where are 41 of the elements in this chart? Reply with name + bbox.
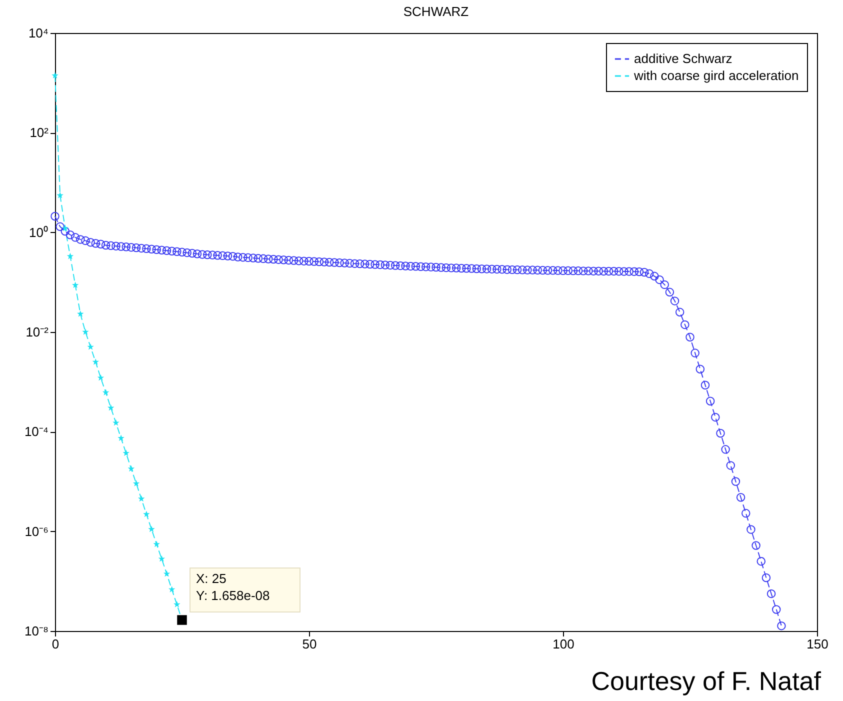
point [52, 72, 58, 78]
point [128, 465, 135, 472]
chart-title: SCHWARZ [403, 4, 469, 19]
point [158, 555, 166, 562]
point [138, 495, 145, 502]
point [112, 419, 120, 426]
point [92, 358, 99, 365]
point [102, 388, 110, 396]
point [148, 526, 155, 532]
point [66, 252, 74, 260]
y-tick-label: 10⁴ [28, 26, 48, 40]
point [122, 450, 130, 456]
text: Courtesy of F. Nataf [0, 666, 843, 696]
point [153, 540, 160, 548]
point [87, 343, 94, 350]
point [118, 434, 124, 442]
y-tick-label: 10⁻² [26, 324, 50, 340]
point [174, 600, 180, 608]
point [82, 328, 89, 335]
x-tick-label: 150 [806, 636, 828, 652]
y-tick-label: 10⁻⁶ [24, 524, 48, 539]
point [62, 224, 69, 232]
point [56, 192, 64, 198]
y-tick-label: 10⁻⁴ [24, 424, 48, 440]
y-tick-label: 10⁰ [29, 224, 48, 240]
x-tick-label: 50 [302, 636, 317, 652]
y-tick-label: 10⁻⁸ [24, 624, 48, 638]
y-tick-label: 10² [30, 125, 50, 140]
x-tick-label: 100 [552, 636, 574, 652]
annotation: X: 25 Y: 1.658e-08 [196, 571, 270, 604]
legend-label: with coarse gird acceleration [633, 68, 799, 83]
x-tick-label: 0 [52, 636, 60, 652]
point [163, 570, 170, 577]
point [143, 510, 150, 518]
legend-label: additive Schwarz [634, 51, 732, 66]
point [72, 282, 79, 288]
point [132, 480, 140, 486]
point [168, 586, 176, 592]
point [108, 404, 114, 411]
point [97, 374, 104, 381]
point [77, 310, 84, 317]
